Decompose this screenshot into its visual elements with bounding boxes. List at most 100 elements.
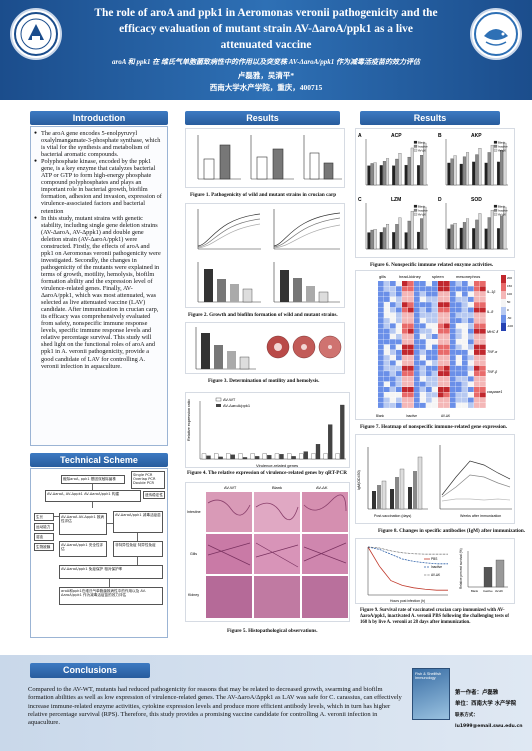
fig6-letter: A (358, 133, 362, 139)
heatmap-cell (456, 312, 462, 318)
fig9b-tick-label: Blank (471, 589, 479, 593)
heatmap-cell (402, 307, 408, 313)
fig6-legend-label: Blank (498, 204, 506, 208)
heatmap-cell (474, 307, 480, 313)
fig6-legend-swatch (413, 148, 418, 152)
title-line: efficacy evaluation of mutant strain AV-… (119, 23, 413, 35)
heatmap-cell (456, 387, 462, 392)
heatmap-cell (468, 307, 474, 313)
fig6-legend-label: AV-ΔK (498, 148, 506, 152)
heatmap-cell (426, 307, 432, 313)
heatmap-cell (426, 397, 432, 403)
heatmap-cell (420, 328, 426, 334)
fig6-legend-swatch (413, 204, 418, 208)
fig4-bar (242, 457, 248, 460)
heatmap-cell (408, 355, 414, 361)
fig6-bar (484, 162, 488, 186)
heatmap-cell (456, 349, 462, 355)
heatmap-cell (450, 387, 456, 392)
fig6-bar (407, 156, 411, 186)
heatmap-cell (420, 334, 426, 339)
fig4-bar (311, 453, 316, 460)
biofilm-bars (197, 262, 261, 303)
figure-5-histology: AV-WT Blank AV-ΔK Intestine Gills Kidney (187, 485, 348, 618)
flow-box: Single PCR Overlap PCR Double PCR (131, 471, 165, 489)
heatmap-cell (390, 381, 396, 387)
fig6-bar (395, 158, 399, 186)
fig6-bar (472, 228, 476, 250)
figure-7-heatmap: gills head-kidney spleen mesonephros IL-… (376, 274, 513, 418)
heatmap-cell (480, 281, 486, 286)
fig9-series-line (367, 546, 448, 591)
figure-2-panel (185, 203, 345, 308)
heatmap-cell (444, 387, 450, 392)
heatmap-cell (402, 397, 408, 403)
introduction-box: The aroA gene encodes 5-enolpyruvyl oxal… (30, 126, 168, 446)
flow-box: 溶血 (34, 533, 54, 541)
intro-item: The aroA gene encodes 5-enolpyruvyl oxal… (34, 130, 163, 158)
fig4-xlabel: Virulence-related genes (256, 463, 298, 468)
fig9-series-line (367, 546, 448, 555)
heatmap-cell (450, 334, 456, 339)
heatmap-cell (438, 318, 444, 324)
fig8-lines (439, 445, 512, 510)
fig6-bar (392, 165, 396, 186)
fig7-group: gills (379, 274, 386, 279)
heatmap-cell (462, 402, 468, 408)
heatmap-cell (402, 328, 408, 334)
heatmap-cell (468, 334, 474, 339)
heatmap-cell (402, 387, 408, 392)
heatmap-cell (414, 402, 420, 408)
heatmap-cell (456, 323, 462, 329)
heatmap-cell (402, 402, 408, 408)
heatmap-cell (426, 387, 432, 392)
heatmap-cell (396, 318, 402, 324)
first-author: 第一作者：卢磊雅 (455, 690, 499, 696)
heatmap-cell (456, 355, 462, 361)
heatmap-cell (432, 360, 438, 366)
heatmap-cell (432, 323, 438, 329)
heatmap-cell (396, 365, 402, 371)
heatmap-cell (420, 371, 426, 377)
heatmap-cell (438, 302, 444, 308)
heatmap-cell (384, 296, 390, 302)
fig6-bar (496, 228, 500, 250)
fig7-legend: 0 (507, 308, 509, 312)
conclusions-text: Compared to the AV-WT, mutants had reduc… (28, 686, 402, 727)
heatmap-cell (474, 334, 480, 339)
heatmap-cell (408, 376, 414, 382)
heatmap-cell (414, 397, 420, 403)
fig6-legend-swatch (413, 208, 418, 212)
heatmap-cell (468, 360, 474, 366)
heatmap-cell (474, 291, 480, 297)
heatmap-cell (480, 307, 486, 313)
fig4-bar (323, 453, 328, 460)
heatmap-cell (456, 344, 462, 350)
fig6-bar (386, 224, 390, 250)
growth-curve-b (273, 209, 341, 250)
fig5-row-label: Kidney (188, 593, 199, 597)
heatmap-cell (414, 318, 420, 324)
heatmap-cell (468, 355, 474, 361)
fig6-legend-label: Blank (498, 140, 506, 144)
figure-6-caption: Figure 6. Nonspecific immune related enz… (370, 262, 494, 268)
heatmap-cell (450, 286, 456, 292)
heatmap-cell (444, 291, 450, 297)
heatmap-cell (462, 286, 468, 292)
heatmap-cell (390, 296, 396, 302)
figure-3-panel (185, 322, 345, 374)
heatmap-cell (384, 360, 390, 366)
author-email: 联系方式：lu1999@email.swu.edu.cn (455, 713, 523, 729)
heatmap-cell (408, 387, 414, 392)
fig7-colorbar: 200 150 100 50 0 -50 -100 (501, 275, 513, 331)
heatmap-cell (432, 307, 438, 313)
heatmap-cell (426, 339, 432, 345)
heatmap-cell (444, 402, 450, 408)
fig6-bar (379, 232, 383, 250)
fig5-row-label: Intestine (187, 510, 201, 514)
flow-arrow (109, 579, 110, 587)
heatmap-cell (390, 344, 396, 350)
heatmap-cell (408, 397, 414, 403)
contact-info: 第一作者：卢磊雅 单位：西南大学 水产学院 联系方式：lu1999@email.… (455, 688, 532, 732)
